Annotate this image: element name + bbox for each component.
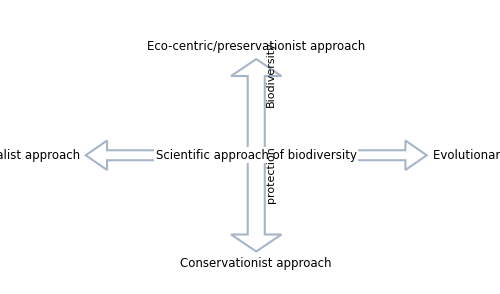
Text: Biodiversity: Biodiversity bbox=[266, 41, 276, 107]
Text: Conservationist approach: Conservationist approach bbox=[180, 257, 332, 270]
Text: Eco-centric/preservationist approach: Eco-centric/preservationist approach bbox=[147, 40, 366, 54]
Text: Scientific approach of biodiversity: Scientific approach of biodiversity bbox=[156, 149, 357, 162]
Text: protection: protection bbox=[266, 146, 276, 203]
Text: Evolutionary approach: Evolutionary approach bbox=[432, 149, 500, 162]
Text: Naturalist approach: Naturalist approach bbox=[0, 149, 80, 162]
Polygon shape bbox=[86, 141, 427, 170]
Polygon shape bbox=[231, 59, 281, 251]
